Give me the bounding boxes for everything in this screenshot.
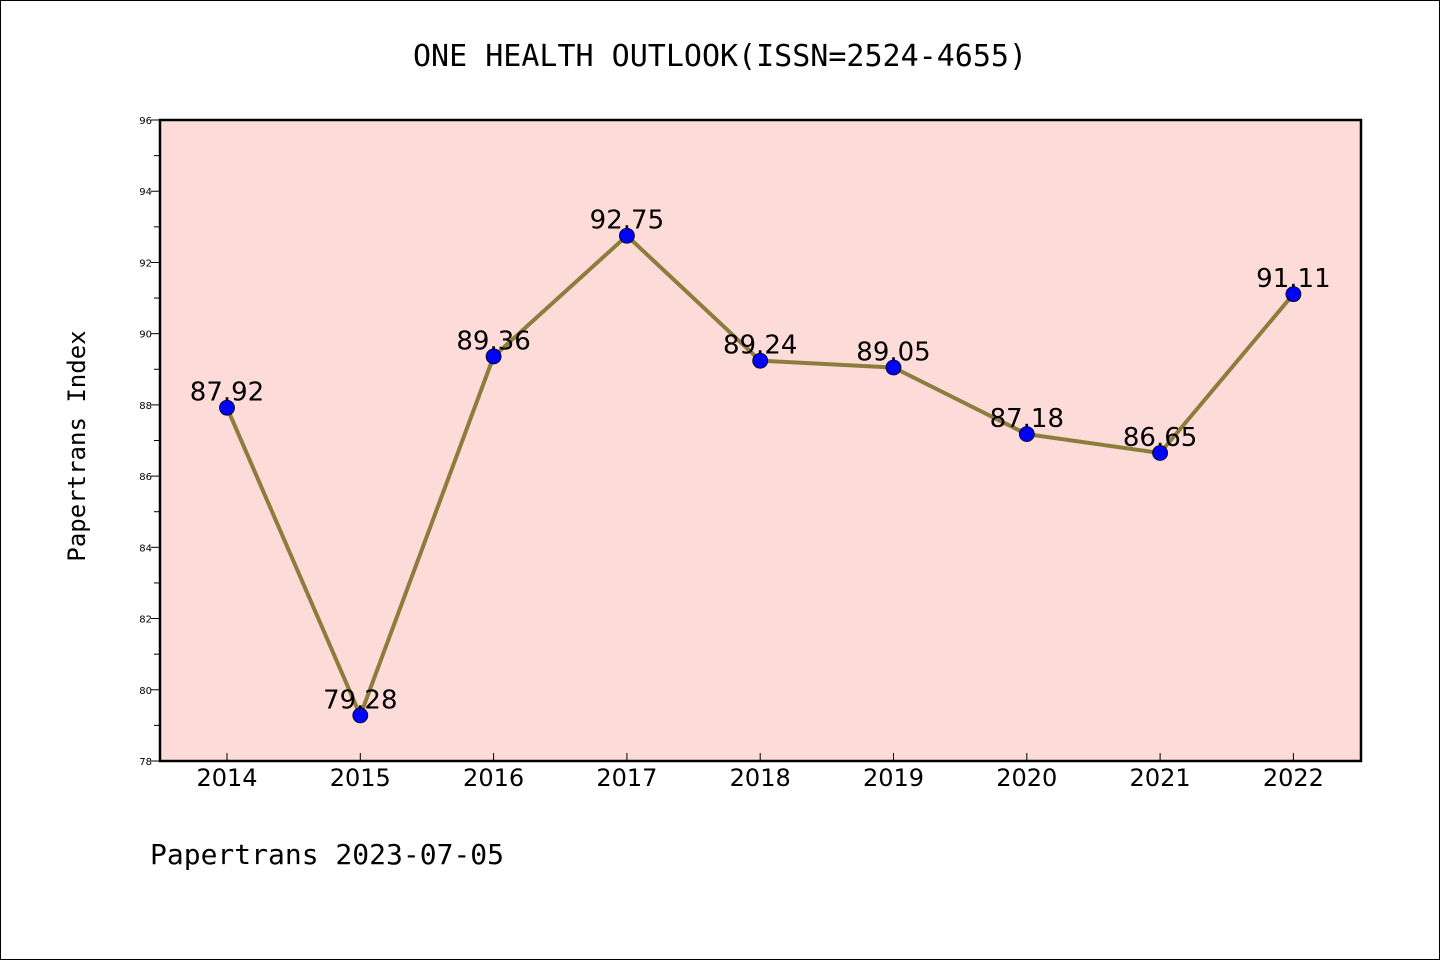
x-tick-label: 2019 <box>863 764 924 792</box>
y-tick-label: 80 <box>139 686 152 697</box>
y-tick-label: 94 <box>139 187 152 198</box>
data-label: 87.92 <box>190 378 264 408</box>
x-tick-label: 2021 <box>1130 764 1191 792</box>
y-tick-label: 78 <box>139 757 152 768</box>
y-axis: 78 80 82 84 86 88 90 92 94 96 <box>139 116 160 768</box>
y-tick-label: 82 <box>139 615 152 626</box>
x-tick-label: 2022 <box>1263 764 1324 792</box>
x-tick-label: 2018 <box>730 764 791 792</box>
plot-border <box>158 118 1363 763</box>
x-tick-label: 2015 <box>330 764 391 792</box>
data-point <box>752 352 769 369</box>
data-label: 92.75 <box>590 206 664 236</box>
data-label: 91.11 <box>1256 264 1330 294</box>
y-tick-label: 88 <box>139 401 152 412</box>
data-point <box>885 359 902 376</box>
plot-area <box>160 120 1361 761</box>
data-label: 89.24 <box>723 331 797 361</box>
x-tick-label: 2016 <box>463 764 524 792</box>
data-point <box>219 399 235 416</box>
data-point <box>352 707 369 724</box>
data-label: 86.65 <box>1123 423 1197 453</box>
x-axis: 2014 2015 2016 2017 2018 2019 2020 2021 2022 <box>196 753 1324 792</box>
data-label: 79.28 <box>323 685 397 715</box>
y-tick-label: 90 <box>139 330 152 341</box>
footer-text: Papertrans 2023-07-05 <box>150 838 504 871</box>
data-point <box>1152 445 1168 461</box>
x-tick-label: 2014 <box>196 764 257 792</box>
y-tick-label: 84 <box>139 543 152 554</box>
chart-title: ONE HEALTH OUTLOOK(ISSN=2524-4655) <box>413 39 1027 74</box>
data-point <box>619 227 635 244</box>
data-point <box>1018 426 1035 442</box>
data-point <box>1285 286 1302 303</box>
data-label: 89.36 <box>456 326 530 356</box>
x-tick-label: 2017 <box>596 764 657 792</box>
y-tick-label: 86 <box>139 472 152 483</box>
x-tick-label: 2020 <box>996 764 1057 792</box>
y-tick-label: 92 <box>139 258 152 269</box>
data-markers <box>219 227 1302 724</box>
data-point <box>485 348 502 365</box>
data-label: 89.05 <box>856 337 930 367</box>
data-labels: 87.92 79.28 89.36 92.75 89.24 89.05 87.18 86.65… <box>190 206 1331 716</box>
y-tick-label: 96 <box>139 116 152 127</box>
y-axis-label: Papertrans Index <box>63 330 91 561</box>
data-label: 87.18 <box>990 404 1064 434</box>
